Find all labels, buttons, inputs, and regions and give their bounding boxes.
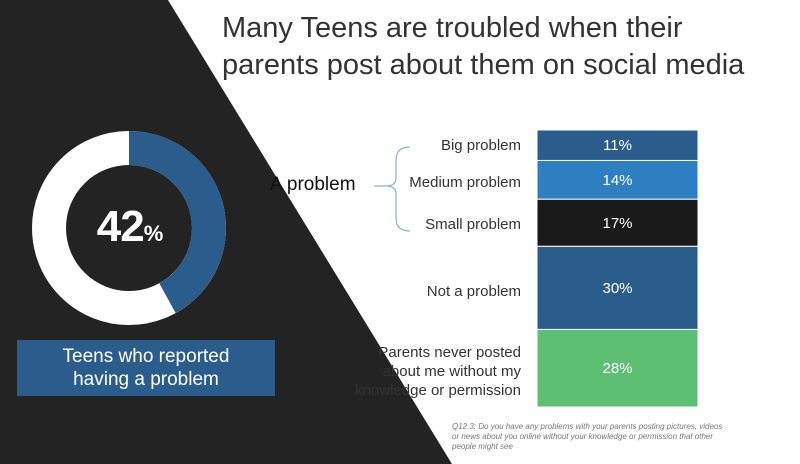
group-label: A problem bbox=[270, 174, 356, 195]
category-label-big-problem: Big problem bbox=[440, 137, 521, 154]
bar-label-big-problem: 11% bbox=[603, 137, 632, 154]
bar-label-not-a-problem: 30% bbox=[602, 280, 632, 297]
caption-line-1: Teens who reported bbox=[62, 346, 230, 367]
donut-value-number: 42 bbox=[96, 202, 145, 251]
bar-label-never-posted: 28% bbox=[602, 360, 632, 377]
category-label-not-a-problem: Not a problem bbox=[426, 283, 521, 300]
category-label-medium-problem: Medium problem bbox=[409, 174, 521, 191]
bar-label-medium-problem: 14% bbox=[602, 172, 632, 189]
donut-fill-arc bbox=[32, 131, 226, 325]
category-label-never-posted: Parents never posted about me without my… bbox=[355, 344, 521, 399]
bar-label-small-problem: 17% bbox=[602, 215, 632, 232]
bar-segment-not-a-problem bbox=[536, 245, 699, 330]
donut-value-suffix: % bbox=[143, 221, 164, 246]
bar-segment-big-problem bbox=[536, 129, 699, 161]
bar-segment-medium-problem bbox=[536, 159, 699, 200]
donut-caption: Teens who reported having a problem bbox=[17, 340, 275, 396]
bar-segment-small-problem bbox=[536, 198, 699, 247]
donut-value: 42% bbox=[80, 202, 180, 252]
title-line-1: Many Teens are troubled when their bbox=[222, 12, 683, 44]
footnote: Q12.3: Do you have any problems with you… bbox=[452, 422, 723, 451]
page-title: Many Teens are troubled when their paren… bbox=[222, 10, 797, 84]
bar-segment-never-posted bbox=[536, 328, 699, 408]
category-label-small-problem: Small problem bbox=[425, 216, 521, 233]
caption-line-2: having a problem bbox=[73, 369, 219, 390]
title-line-2: parents post about them on social media bbox=[222, 49, 745, 81]
